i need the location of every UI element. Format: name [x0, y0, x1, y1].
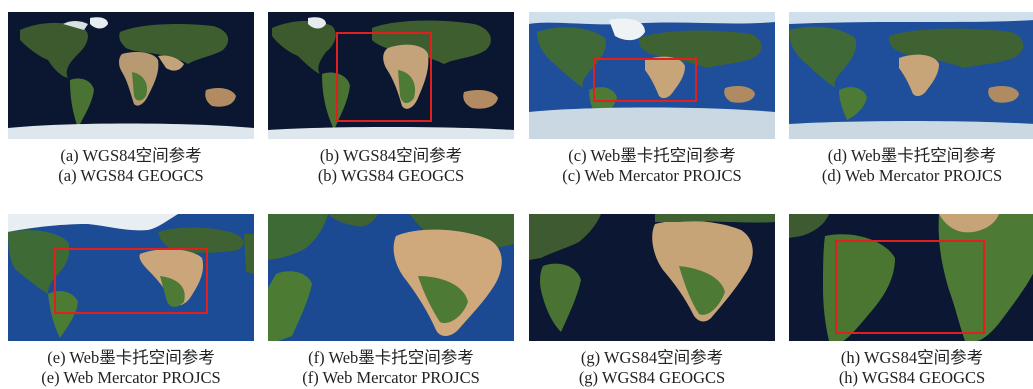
map-view-f[interactable]	[268, 214, 514, 341]
caption: (f) Web墨卡托空间参考 (f) Web Mercator PROJCS	[268, 348, 514, 388]
roi-rectangle[interactable]	[336, 32, 432, 122]
panel-b: (b) WGS84空间参考 (b) WGS84 GEOGCS	[268, 12, 514, 186]
map-view-e[interactable]	[8, 214, 254, 341]
panel-a: (a) WGS84空间参考 (a) WGS84 GEOGCS	[8, 12, 254, 186]
map-view-h[interactable]	[789, 214, 1033, 341]
panel-h: (h) WGS84空间参考 (h) WGS84 GEOGCS	[789, 214, 1033, 388]
atlantic-map-geographic	[529, 214, 775, 341]
roi-rectangle[interactable]	[835, 240, 985, 334]
atlantic-map-geographic	[789, 214, 1033, 341]
caption: (d) Web墨卡托空间参考 (d) Web Mercator PROJCS	[789, 146, 1033, 186]
caption-cn: (h) WGS84空间参考	[840, 348, 984, 367]
compass-icon[interactable]	[500, 36, 510, 46]
caption-cn: (f) Web墨卡托空间参考	[308, 348, 474, 367]
compass-icon[interactable]	[500, 238, 510, 248]
atlantic-map-mercator	[268, 214, 514, 341]
roi-rectangle[interactable]	[54, 248, 208, 314]
caption-en: (e) Web Mercator PROJCS	[41, 368, 221, 387]
map-view-b[interactable]	[268, 12, 514, 139]
compass-icon[interactable]	[1021, 238, 1031, 248]
caption-cn: (b) WGS84空间参考	[319, 146, 463, 165]
caption: (g) WGS84空间参考 (g) WGS84 GEOGCS	[529, 348, 775, 388]
panel-f: (f) Web墨卡托空间参考 (f) Web Mercator PROJCS	[268, 214, 514, 388]
world-map-mercator	[789, 12, 1033, 139]
caption: (b) WGS84空间参考 (b) WGS84 GEOGCS	[268, 146, 514, 186]
attribution-icon	[239, 131, 251, 136]
compass-icon[interactable]	[1021, 36, 1031, 46]
caption-en: (f) Web Mercator PROJCS	[302, 368, 480, 387]
map-view-g[interactable]	[529, 214, 775, 341]
panel-g: (g) WGS84空间参考 (g) WGS84 GEOGCS	[529, 214, 775, 388]
caption-cn: (e) Web墨卡托空间参考	[47, 348, 215, 367]
caption: (a) WGS84空间参考 (a) WGS84 GEOGCS	[8, 146, 254, 186]
caption-en: (d) Web Mercator PROJCS	[821, 166, 1003, 185]
caption-cn: (a) WGS84空间参考	[60, 146, 202, 165]
layer-control-icon[interactable]	[500, 16, 510, 22]
map-view-a[interactable]	[8, 12, 254, 139]
layer-control-icon[interactable]	[761, 16, 771, 22]
layer-control-icon[interactable]	[240, 16, 250, 22]
attribution-icon	[499, 131, 511, 136]
caption: (c) Web墨卡托空间参考 (c) Web Mercator PROJCS	[529, 146, 775, 186]
caption-en: (h) WGS84 GEOGCS	[838, 368, 986, 387]
caption: (h) WGS84空间参考 (h) WGS84 GEOGCS	[789, 348, 1033, 388]
caption-en: (b) WGS84 GEOGCS	[317, 166, 465, 185]
caption: (e) Web墨卡托空间参考 (e) Web Mercator PROJCS	[8, 348, 254, 388]
compass-icon[interactable]	[240, 240, 250, 250]
map-view-c[interactable]	[529, 12, 775, 139]
compass-icon[interactable]	[761, 238, 771, 248]
caption-cn: (c) Web墨卡托空间参考	[568, 146, 736, 165]
caption-cn: (g) WGS84空间参考	[580, 348, 724, 367]
caption-cn: (d) Web墨卡托空间参考	[827, 146, 997, 165]
roi-rectangle[interactable]	[593, 58, 697, 102]
world-map-mercator	[529, 12, 775, 139]
compass-icon[interactable]	[761, 36, 771, 46]
panel-d: (d) Web墨卡托空间参考 (d) Web Mercator PROJCS	[789, 12, 1033, 186]
world-map-geographic	[8, 12, 254, 139]
panel-c: (c) Web墨卡托空间参考 (c) Web Mercator PROJCS	[529, 12, 775, 186]
panel-e: (e) Web墨卡托空间参考 (e) Web Mercator PROJCS	[8, 214, 254, 388]
map-view-d[interactable]	[789, 12, 1033, 139]
layer-control-icon[interactable]	[1021, 16, 1031, 22]
atlantic-map-mercator	[8, 214, 254, 341]
caption-en: (g) WGS84 GEOGCS	[578, 368, 726, 387]
caption-en: (c) Web Mercator PROJCS	[562, 166, 742, 185]
caption-en: (a) WGS84 GEOGCS	[58, 166, 204, 185]
